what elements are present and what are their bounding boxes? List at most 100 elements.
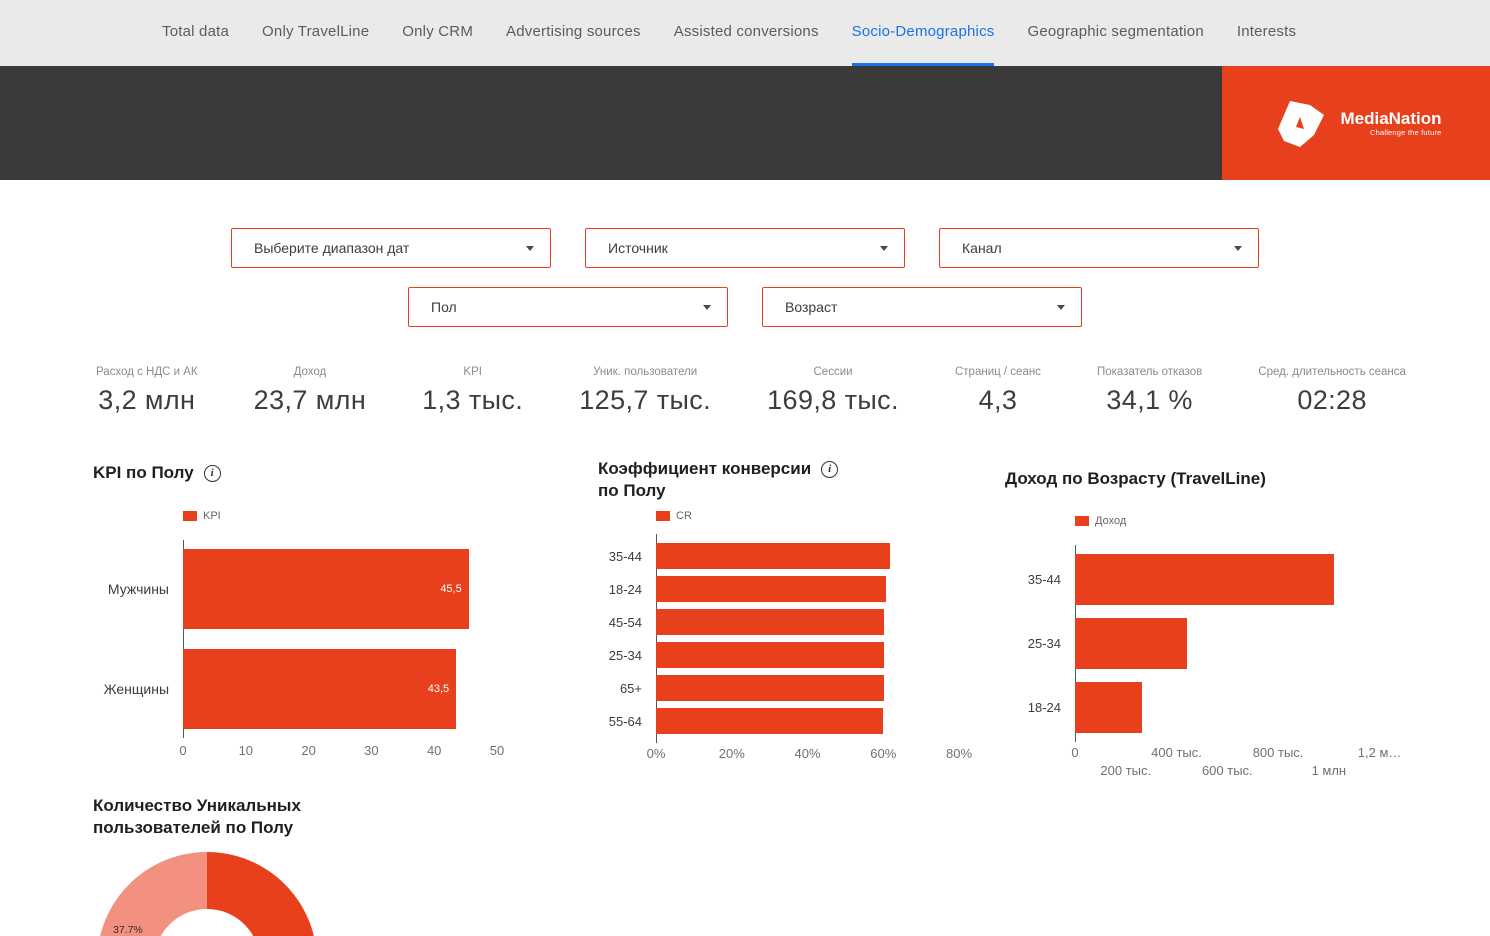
bar-row: 18-24 bbox=[1005, 682, 1445, 733]
metric-value: 34,1 % bbox=[1106, 385, 1193, 415]
metric-уник-пользователи: Уник. пользователи 125,7 тыс. bbox=[579, 366, 711, 416]
info-icon[interactable]: i bbox=[821, 460, 839, 478]
bar-row: 65+ bbox=[598, 675, 998, 701]
category-label: 35-44 bbox=[1027, 572, 1061, 587]
filter-dropdown-возраст[interactable]: Возраст bbox=[762, 287, 1082, 327]
legend-swatch bbox=[656, 511, 670, 521]
metric-расход-с-ндс-и-ак: Расход с НДС и АК 3,2 млн bbox=[96, 366, 198, 416]
x-tick: 40% bbox=[794, 746, 821, 761]
category-label: 18-24 bbox=[608, 581, 642, 597]
bar-track bbox=[1075, 554, 1405, 605]
plot-area: 35-44 25-34 18-24 bbox=[1005, 545, 1445, 742]
top-nav: Total data Only TravelLine Only CRM Adverti… bbox=[0, 0, 1490, 66]
donut: 37.7% bbox=[97, 852, 317, 936]
x-tick: 600 тыс. bbox=[1201, 763, 1253, 778]
info-icon[interactable]: i bbox=[203, 464, 221, 482]
x-axis-ticks: 0 10 20 30 40 50 bbox=[179, 743, 504, 761]
plot-area: 35-44 18-24 45-54 25-34 65+ 55-64 bbox=[598, 534, 998, 743]
bar-track: 43,5 bbox=[183, 649, 497, 729]
metric-value: 02:28 bbox=[1297, 385, 1367, 415]
chart-title: Коэффициент конверсии i по Полу bbox=[598, 458, 998, 502]
chart-conversion-rate-by-gender: Коэффициент конверсии i по Полу CR 35-44 18-2… bbox=[598, 458, 998, 764]
header-band: MediaNation Challenge the future bbox=[0, 66, 1490, 180]
bar bbox=[656, 642, 884, 668]
bar-track bbox=[656, 576, 959, 602]
bar bbox=[656, 675, 884, 701]
chevron-down-icon bbox=[1057, 304, 1065, 310]
bar-track bbox=[656, 708, 959, 734]
metric-страниц-сеанс: Страниц / сеанс 4,3 bbox=[955, 366, 1041, 416]
filter-label: Источник bbox=[608, 240, 668, 256]
filter-dropdown-источник[interactable]: Источник bbox=[585, 228, 905, 268]
bar-row: 45-54 bbox=[598, 609, 998, 635]
slice-label: 37.7% bbox=[113, 924, 143, 936]
x-tick: 30 bbox=[364, 743, 379, 758]
category-label: 65+ bbox=[619, 680, 642, 696]
x-tick: 0 bbox=[179, 743, 187, 758]
x-axis-ticks: 0% 20% 40% 60% 80% bbox=[647, 746, 972, 764]
metric-сред-длительность-сеанса: Сред. длительность сеанса 02:28 bbox=[1258, 366, 1406, 416]
tab-advertising-sources[interactable]: Advertising sources bbox=[506, 23, 641, 40]
x-tick: 200 тыс. bbox=[1100, 763, 1152, 778]
bar bbox=[656, 609, 884, 635]
bar: 45,5 bbox=[183, 549, 469, 629]
metric-показатель-отказов: Показатель отказов 34,1 % bbox=[1097, 366, 1202, 416]
bar-row: Мужчины 45,5 bbox=[93, 549, 533, 629]
metric-value: 4,3 bbox=[978, 385, 1018, 415]
tab-only-travelline[interactable]: Only TravelLine bbox=[262, 23, 370, 40]
brand-tagline: Challenge the future bbox=[1369, 127, 1442, 137]
chart-legend: Доход bbox=[1075, 515, 1445, 527]
metric-label: Уник. пользователи bbox=[593, 366, 698, 378]
category-label: Женщины bbox=[103, 681, 169, 697]
bar: 43,5 bbox=[183, 649, 457, 729]
filter-dropdown-пол[interactable]: Пол bbox=[408, 287, 728, 327]
bar bbox=[1075, 618, 1187, 669]
tab-socio-demographics[interactable]: Socio-Demographics bbox=[851, 0, 995, 66]
brand-name: MediaNation bbox=[1340, 108, 1442, 128]
category-label: 18-24 bbox=[1027, 700, 1061, 715]
bar-row: Женщины 43,5 bbox=[93, 649, 533, 729]
y-axis-line bbox=[183, 540, 184, 738]
metrics-row: Расход с НДС и АК 3,2 млн Доход 23,7 млн KPI… bbox=[0, 366, 1490, 416]
category-label: 25-34 bbox=[1027, 636, 1061, 651]
x-tick: 60% bbox=[870, 746, 897, 761]
bar-row: 25-34 bbox=[1005, 618, 1445, 669]
chart-unique-users-by-gender: Количество Уникальных пользователей по По… bbox=[93, 795, 533, 936]
x-tick: 40 bbox=[426, 743, 442, 758]
x-tick: 1,2 м… bbox=[1357, 745, 1402, 760]
tab-total-data[interactable]: Total data bbox=[162, 23, 230, 40]
brand-block: MediaNation Challenge the future bbox=[1222, 66, 1490, 180]
bar-track bbox=[656, 609, 959, 635]
x-axis-ticks: 0 200 тыс. 400 тыс. 600 тыс. 800 тыс. 1 млн 1,… bbox=[1071, 745, 1405, 783]
medianation-logo-icon bbox=[1278, 101, 1325, 147]
tab-interests[interactable]: Interests bbox=[1236, 23, 1297, 40]
chart-legend: KPI bbox=[183, 510, 533, 522]
tab-geographic-segmentation[interactable]: Geographic segmentation bbox=[1027, 23, 1204, 40]
bar-row: 25-34 bbox=[598, 642, 998, 668]
bar-value-label: 43,5 bbox=[427, 683, 450, 695]
filter-dropdown-канал[interactable]: Канал bbox=[939, 228, 1259, 268]
chevron-down-icon bbox=[703, 304, 711, 310]
chart-kpi-by-gender: KPI по Полу i KPI Мужчины 45,5 Женщины 43,5 0 10… bbox=[93, 462, 533, 761]
chart-legend: CR bbox=[656, 510, 998, 522]
x-tick: 10 bbox=[238, 743, 254, 758]
category-label: 35-44 bbox=[608, 548, 642, 564]
brand-text: MediaNation Challenge the future bbox=[1340, 108, 1442, 137]
metric-value: 169,8 тыс. bbox=[767, 385, 899, 415]
bar-row: 55-64 bbox=[598, 708, 998, 734]
chart-revenue-by-age: Доход по Возрасту (TravelLine) Доход 35-44… bbox=[1005, 468, 1445, 783]
x-tick: 50 bbox=[489, 743, 505, 758]
chevron-down-icon bbox=[1234, 245, 1242, 251]
plot-area: Мужчины 45,5 Женщины 43,5 bbox=[93, 540, 533, 738]
bar-value-label: 45,5 bbox=[440, 583, 462, 595]
tab-only-crm[interactable]: Only CRM bbox=[402, 23, 474, 40]
filter-label: Канал bbox=[962, 240, 1002, 256]
metric-label: Расход с НДС и АК bbox=[96, 366, 198, 378]
filter-row-1: Выберите диапазон дат Источник Канал bbox=[0, 228, 1490, 268]
chart-title: Количество Уникальных пользователей по По… bbox=[93, 796, 301, 837]
bar bbox=[1075, 682, 1143, 733]
tab-assisted-conversions[interactable]: Assisted conversions bbox=[673, 23, 819, 40]
filter-dropdown-выберите-диапазон-дат[interactable]: Выберите диапазон дат bbox=[231, 228, 551, 268]
bar-track bbox=[656, 642, 959, 668]
